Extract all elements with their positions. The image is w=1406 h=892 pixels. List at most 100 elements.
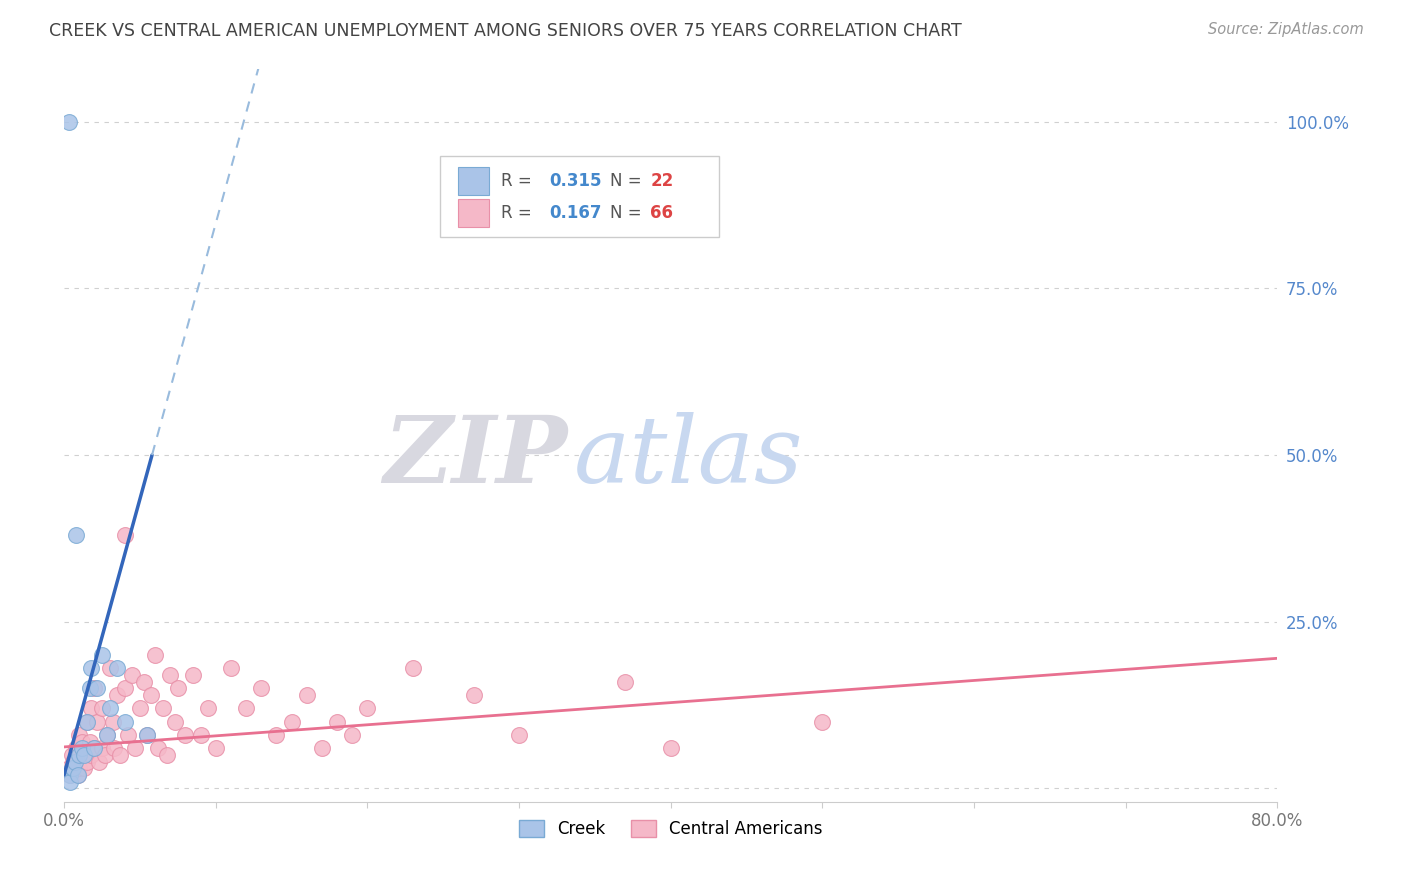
Central Americans — [76, 755, 98, 769]
FancyBboxPatch shape — [458, 167, 489, 194]
Creek — [114, 714, 136, 729]
Creek — [80, 661, 103, 675]
Central Americans — [295, 688, 318, 702]
Central Americans — [197, 701, 219, 715]
Central Americans — [60, 747, 83, 762]
Central Americans — [463, 688, 485, 702]
Central Americans — [143, 648, 166, 662]
Text: N =: N = — [610, 171, 641, 190]
Central Americans — [66, 768, 89, 782]
Text: N =: N = — [610, 204, 641, 222]
Text: Source: ZipAtlas.com: Source: ZipAtlas.com — [1208, 22, 1364, 37]
Central Americans — [79, 734, 101, 748]
Central Americans — [94, 747, 117, 762]
Legend: Creek, Central Americans: Creek, Central Americans — [512, 813, 830, 845]
Central Americans — [101, 714, 124, 729]
Text: atlas: atlas — [574, 412, 803, 502]
Central Americans — [402, 661, 425, 675]
Central Americans — [219, 661, 242, 675]
Central Americans — [91, 701, 114, 715]
Central Americans — [96, 728, 118, 742]
Central Americans — [76, 714, 98, 729]
Central Americans — [342, 728, 364, 742]
Central Americans — [65, 741, 87, 756]
Central Americans — [139, 688, 162, 702]
Creek — [66, 768, 89, 782]
Central Americans — [266, 728, 288, 742]
Creek — [76, 714, 98, 729]
Central Americans — [235, 701, 257, 715]
Central Americans — [134, 674, 156, 689]
Central Americans — [156, 747, 179, 762]
Central Americans — [174, 728, 197, 742]
Text: R =: R = — [501, 171, 531, 190]
Central Americans — [508, 728, 530, 742]
Central Americans — [326, 714, 349, 729]
Creek — [72, 741, 94, 756]
Central Americans — [356, 701, 378, 715]
Creek — [105, 661, 128, 675]
Central Americans — [67, 728, 90, 742]
Creek — [67, 747, 90, 762]
Text: 22: 22 — [650, 171, 673, 190]
Central Americans — [136, 728, 159, 742]
Creek — [63, 755, 86, 769]
Central Americans — [98, 661, 121, 675]
Central Americans — [190, 728, 212, 742]
Central Americans — [311, 741, 333, 756]
Central Americans — [117, 728, 139, 742]
Central Americans — [159, 668, 181, 682]
Central Americans — [114, 681, 136, 696]
Central Americans — [124, 741, 146, 756]
Creek — [136, 728, 159, 742]
Central Americans — [62, 755, 84, 769]
Creek — [86, 681, 108, 696]
Text: ZIP: ZIP — [384, 412, 568, 502]
Central Americans — [67, 761, 90, 775]
Text: 0.167: 0.167 — [550, 204, 602, 222]
Central Americans — [103, 741, 125, 756]
Text: R =: R = — [501, 204, 531, 222]
Central Americans — [114, 528, 136, 542]
Creek — [83, 741, 105, 756]
Central Americans — [86, 714, 108, 729]
FancyBboxPatch shape — [440, 156, 720, 237]
Central Americans — [250, 681, 273, 696]
Creek — [79, 681, 101, 696]
Central Americans — [72, 734, 94, 748]
Creek — [65, 528, 87, 542]
Central Americans — [58, 761, 80, 775]
Central Americans — [108, 747, 131, 762]
Central Americans — [83, 681, 105, 696]
Central Americans — [105, 688, 128, 702]
Central Americans — [80, 747, 103, 762]
Central Americans — [659, 741, 682, 756]
Creek — [62, 761, 84, 775]
Central Americans — [166, 681, 188, 696]
Central Americans — [614, 674, 637, 689]
Central Americans — [83, 741, 105, 756]
Creek — [91, 648, 114, 662]
Creek — [73, 747, 96, 762]
Creek — [59, 768, 82, 782]
Central Americans — [181, 668, 204, 682]
Central Americans — [811, 714, 834, 729]
Text: 0.315: 0.315 — [550, 171, 602, 190]
Central Americans — [280, 714, 302, 729]
Creek — [60, 761, 83, 775]
Central Americans — [80, 701, 103, 715]
FancyBboxPatch shape — [458, 199, 489, 227]
Central Americans — [128, 701, 150, 715]
Central Americans — [146, 741, 169, 756]
Central Americans — [121, 668, 143, 682]
Central Americans — [73, 761, 96, 775]
Creek — [96, 728, 118, 742]
Text: 66: 66 — [650, 204, 673, 222]
Central Americans — [91, 741, 114, 756]
Central Americans — [63, 761, 86, 775]
Central Americans — [87, 755, 110, 769]
Central Americans — [163, 714, 186, 729]
Central Americans — [59, 768, 82, 782]
Central Americans — [204, 741, 226, 756]
Creek — [59, 774, 82, 789]
